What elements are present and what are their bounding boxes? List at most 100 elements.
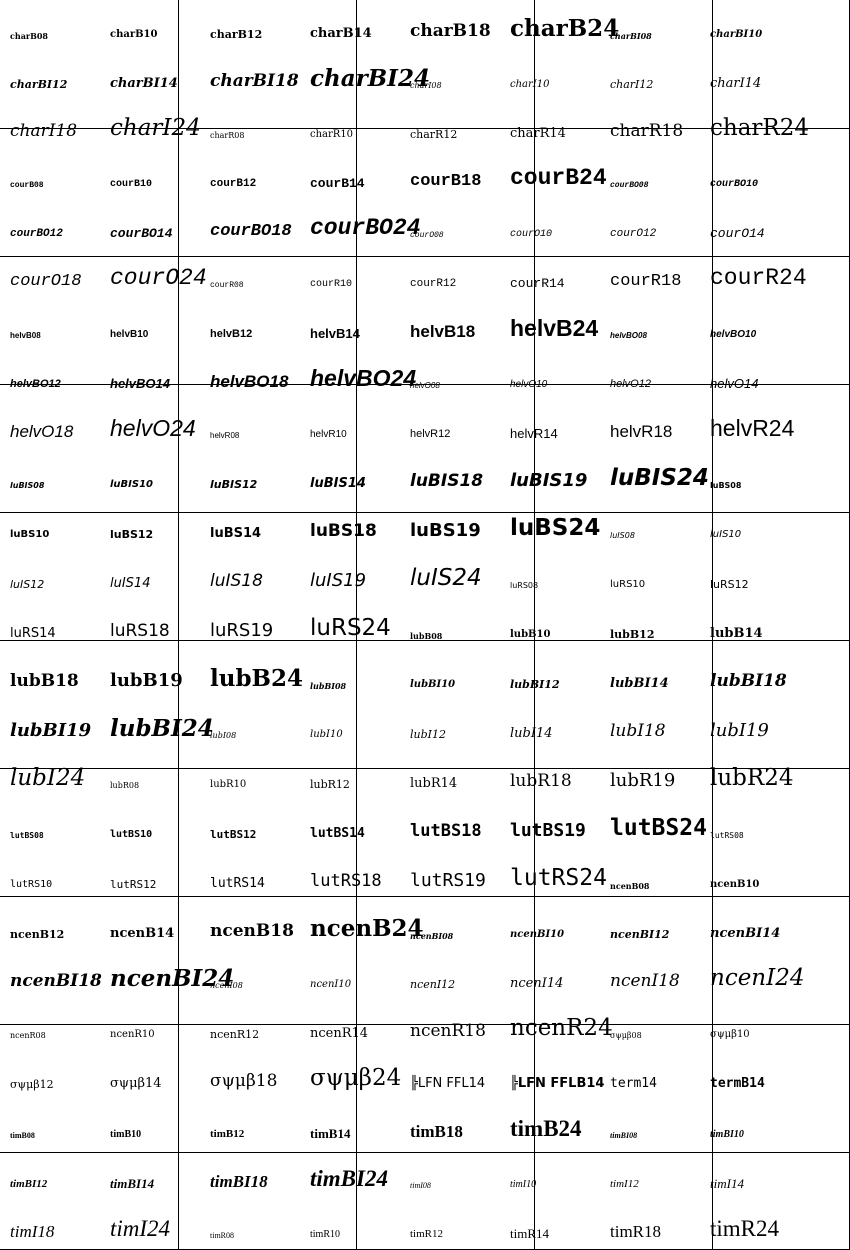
font-sample: lubBI12 (510, 678, 560, 691)
font-sample: timR08 (210, 1231, 235, 1240)
font-sample: timBI12 (10, 1178, 48, 1190)
font-sample: lubI24 (10, 765, 86, 791)
font-sample: ncenR12 (210, 1028, 260, 1041)
font-sample: σψμβ08 (610, 1031, 642, 1040)
font-sample: luBS19 (410, 520, 481, 541)
font-sample: lutBS12 (210, 828, 257, 841)
font-sample: lutRS14 (210, 876, 265, 891)
font-sample: timB18 (410, 1122, 463, 1141)
font-sample: courO12 (610, 228, 657, 240)
font-sample: charI14 (710, 76, 762, 91)
font-sample: charB18 (410, 21, 491, 41)
font-sample: lubR14 (410, 776, 458, 791)
font-sample: luRS24 (310, 615, 391, 641)
font-sample: lubR24 (710, 765, 794, 791)
font-sample: lubI08 (210, 731, 237, 740)
font-sample: ╠LFN FFL14 (410, 1076, 486, 1091)
font-sample: ncenR14 (310, 1026, 369, 1041)
font-sample: charBI18 (210, 71, 299, 91)
font-sample: charI08 (410, 81, 442, 90)
font-sample: helvR12 (410, 428, 451, 440)
font-sample: helvR18 (610, 422, 673, 441)
font-sample: courBO08 (610, 181, 649, 190)
font-sample: courB08 (10, 181, 44, 190)
font-sample: lubI18 (610, 721, 666, 741)
font-sample: lubI14 (510, 726, 553, 741)
font-sample: charBI14 (110, 76, 178, 91)
font-sample: ncenB08 (610, 881, 650, 891)
font-sample: ncenBI08 (410, 931, 454, 941)
font-sample: helvBO14 (110, 376, 170, 391)
font-sample: ncenB10 (710, 879, 760, 890)
font-sample: lubBI08 (310, 681, 347, 691)
font-sample: charB12 (210, 28, 263, 41)
font-sample: timBI18 (210, 1172, 268, 1191)
font-sample: lubB19 (110, 670, 183, 691)
font-sample: ncenI14 (510, 976, 564, 991)
font-sample: ncenI24 (710, 965, 805, 991)
font-sample: ncenR18 (410, 1021, 486, 1041)
font-sample: luIS18 (210, 571, 263, 591)
font-sample: helvO12 (610, 378, 651, 390)
font-sample: timR10 (310, 1229, 341, 1240)
font-sample: lutRS12 (110, 878, 157, 891)
font-sample: lubB18 (10, 671, 79, 691)
font-sample: timB14 (310, 1126, 351, 1141)
font-sample: ncenB12 (10, 928, 65, 941)
font-sample: helvO08 (410, 381, 440, 390)
font-sample: luRS14 (10, 626, 56, 641)
font-sample: helvR08 (210, 431, 240, 440)
font-sample: ncenBI18 (10, 971, 102, 991)
font-sample: lubB08 (410, 631, 443, 641)
font-sample: luBS08 (710, 481, 742, 490)
font-sample: σψμβ24 (310, 1065, 402, 1091)
font-sample: courB12 (210, 178, 257, 190)
font-sample: helvBO18 (210, 372, 289, 391)
font-sample: luIS12 (10, 578, 45, 591)
font-sample: courBO18 (210, 222, 292, 241)
font-sample: courBO10 (710, 179, 759, 190)
font-sample: ncenBI14 (710, 926, 781, 941)
font-sample: timB10 (110, 1129, 142, 1140)
font-sample: courO18 (10, 272, 82, 291)
font-sample: timI24 (110, 1216, 171, 1241)
font-sample: lubI12 (410, 728, 446, 741)
font-sample: courB10 (110, 179, 153, 190)
font-sample: timI12 (610, 1178, 639, 1190)
font-sample: courBO12 (10, 228, 63, 240)
font-sample: timI14 (710, 1176, 744, 1191)
font-sample: timR24 (710, 1216, 780, 1241)
font-sample: lutBS10 (110, 829, 153, 840)
font-sample: luBS18 (310, 521, 377, 541)
font-sample: lubBI10 (410, 679, 456, 690)
font-sample: luRS08 (510, 581, 539, 590)
font-sample: charB14 (310, 26, 372, 41)
font-sample: courBO14 (110, 226, 173, 241)
font-sample: lubR12 (310, 778, 350, 791)
font-sample: lutRS08 (710, 831, 744, 840)
font-sample: lutBS19 (510, 820, 586, 841)
font-sample: ncenBI10 (510, 929, 565, 940)
font-sample: timBI24 (310, 1166, 388, 1191)
font-sample: lubB10 (510, 629, 551, 640)
font-sample: helvBO12 (10, 378, 61, 390)
font-sample: helvBO08 (610, 331, 647, 340)
font-sample: charBI10 (710, 29, 763, 40)
font-sample: courBO24 (310, 215, 421, 241)
font-sample: luBIS18 (410, 471, 484, 491)
font-sample: courR12 (410, 278, 457, 290)
font-sample: ncenB14 (110, 926, 175, 941)
font-sample: charB08 (10, 31, 48, 41)
font-sample: lubB14 (710, 626, 763, 641)
font-sample: lubBI14 (610, 676, 669, 691)
font-sample: helvB14 (310, 326, 360, 341)
font-sample: helvO10 (510, 379, 548, 390)
font-sample: timI10 (510, 1179, 537, 1190)
font-sample: ncenR10 (110, 1029, 155, 1040)
font-sample: charR24 (710, 115, 809, 141)
font-sample: charBI12 (10, 78, 68, 91)
font-sample: timBI14 (110, 1176, 155, 1191)
font-sample: timR12 (410, 1228, 444, 1240)
font-sample: luRS10 (610, 579, 646, 590)
